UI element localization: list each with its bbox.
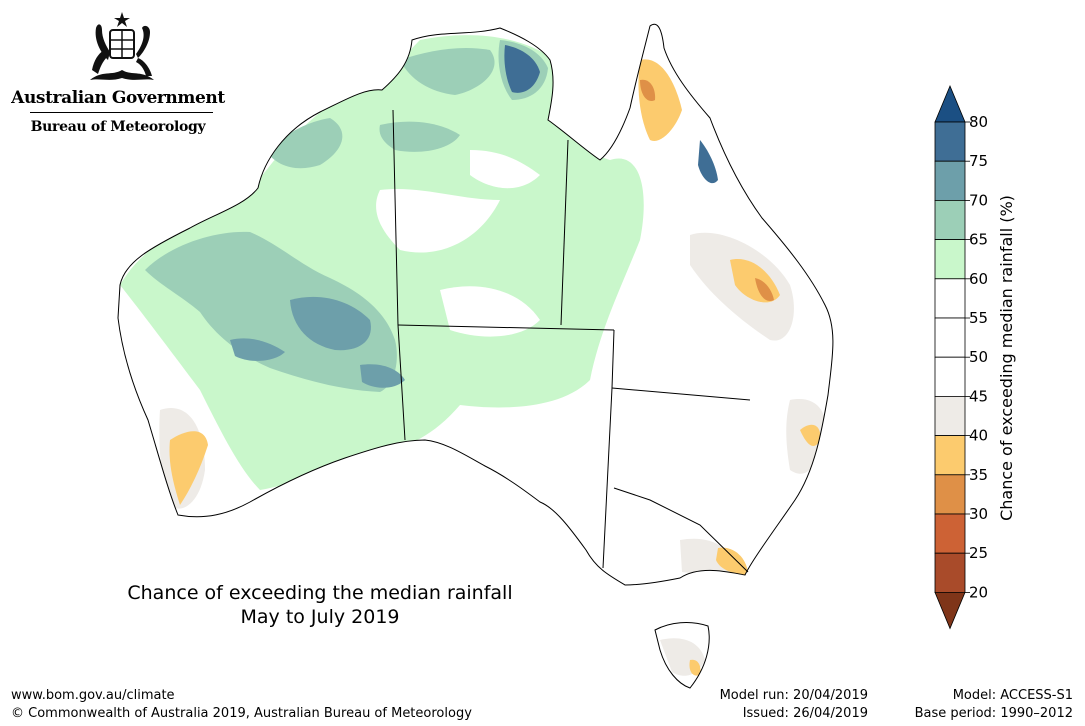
base-period: Base period: 1990–2012 bbox=[914, 706, 1073, 721]
logo-divider bbox=[30, 112, 213, 113]
government-name: Australian Government bbox=[11, 88, 225, 108]
legend-bin-65-70 bbox=[934, 200, 966, 241]
legend-bin-70-75 bbox=[934, 160, 966, 201]
map-title: Chance of exceeding the median rainfall … bbox=[90, 581, 550, 629]
legend-bin-40-45 bbox=[934, 395, 966, 436]
color-scale-legend: 80 75 70 65 60 55 50 45 40 35 30 25 20 bbox=[934, 84, 988, 630]
footer-left: www.bom.gov.au/climate © Commonwealth of… bbox=[11, 687, 472, 723]
australia-rainfall-map bbox=[117, 23, 834, 689]
model-name: Model: ACCESS-S1 bbox=[952, 688, 1073, 703]
map-title-line2: May to July 2019 bbox=[240, 606, 400, 628]
model-run-date: Model run: 20/04/2019 bbox=[719, 688, 868, 703]
footer-model: Model: ACCESS-S1 Base period: 1990–2012 bbox=[880, 687, 1073, 723]
legend-tick-label: 70 bbox=[969, 191, 988, 209]
footer-dates: Model run: 20/04/2019 Issued: 26/04/2019 bbox=[690, 687, 868, 723]
legend-tick-label: 25 bbox=[969, 544, 988, 562]
coastline-and-borders bbox=[117, 23, 834, 689]
legend-bin-60-65 bbox=[934, 239, 966, 280]
legend-bin-45-50 bbox=[934, 356, 966, 397]
government-logo bbox=[22, 10, 222, 140]
source-url: www.bom.gov.au/climate bbox=[11, 688, 175, 703]
legend-over-triangle bbox=[934, 84, 966, 123]
legend-bin-35-40 bbox=[934, 435, 966, 476]
legend-tick-label: 50 bbox=[969, 348, 988, 366]
legend-tick-label: 55 bbox=[969, 309, 988, 327]
legend-under-triangle bbox=[934, 592, 966, 630]
legend-bin-25-30 bbox=[934, 513, 966, 554]
legend-title: Chance of exceeding median rainfall (%) bbox=[997, 195, 1016, 521]
legend-bin-30-35 bbox=[934, 474, 966, 515]
legend-tick-label: 20 bbox=[969, 583, 988, 601]
issued-date: Issued: 26/04/2019 bbox=[742, 706, 868, 721]
legend-tick-label: 45 bbox=[969, 387, 988, 405]
legend-bin-20-25 bbox=[934, 552, 966, 593]
legend-tick-label: 35 bbox=[969, 466, 988, 484]
legend-bin-75-80 bbox=[934, 121, 966, 162]
legend-tick-label: 60 bbox=[969, 270, 988, 288]
rainfall-probability-shading bbox=[118, 24, 833, 688]
legend-tick-label: 75 bbox=[969, 152, 988, 170]
copyright-notice: © Commonwealth of Australia 2019, Austra… bbox=[11, 706, 472, 721]
map-title-line1: Chance of exceeding the median rainfall bbox=[127, 582, 513, 604]
bureau-name: Bureau of Meteorology bbox=[30, 119, 206, 135]
coat-of-arms-icon bbox=[90, 12, 154, 80]
legend-bin-55-60 bbox=[934, 278, 966, 319]
legend-tick-label: 30 bbox=[969, 505, 988, 523]
legend-bin-50-55 bbox=[934, 317, 966, 358]
legend-tick-label: 80 bbox=[969, 113, 988, 131]
legend-tick-label: 65 bbox=[969, 231, 988, 249]
legend-tick-label: 40 bbox=[969, 427, 988, 445]
